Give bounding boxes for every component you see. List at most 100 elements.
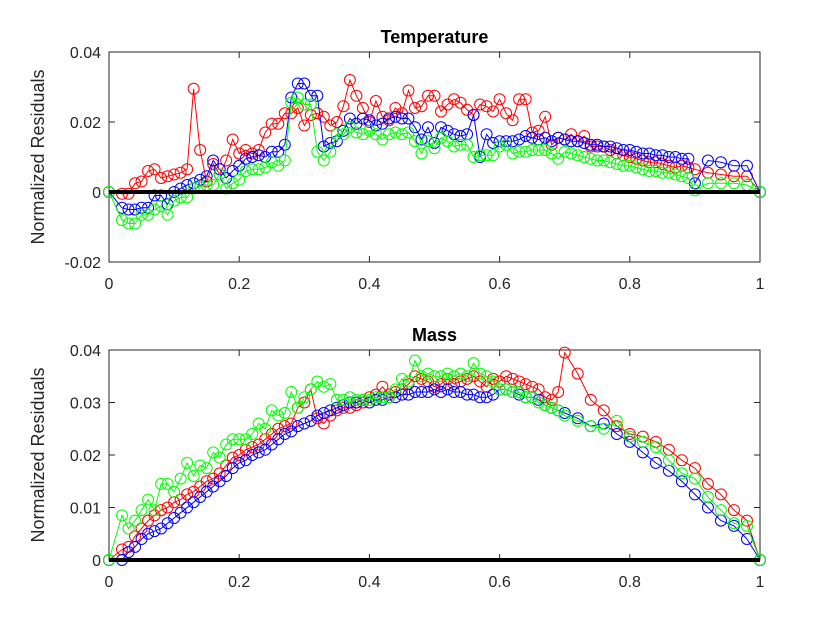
temperature-series-green-point [363,124,376,137]
mass-ytick-label: 0 [92,553,101,570]
temperature-series-green-point [532,144,545,156]
mass-series-green-point [532,396,545,409]
mass-series-blue-point [675,475,688,488]
temperature-series-green-point [395,128,408,141]
temperature-series-green-point [148,203,161,216]
mass-series-blue-point [402,388,415,401]
temperature-series-red-point [272,117,285,130]
mass-series-green-point [194,459,207,472]
mass-xtick-label: 1 [756,574,765,591]
mass-series-green-point [343,391,356,404]
temperature-series-green-point [389,126,402,139]
mass-series-green-point [740,519,753,532]
temperature-series-green-point [636,163,649,176]
temperature-series-red-point [226,133,239,146]
temperature-series-red-point [519,93,532,106]
temperature-series-red-point [656,158,669,170]
temperature-series-green-point [317,154,330,167]
mass-series-blue-point [513,388,526,401]
temperature-series-green-point [467,151,480,163]
temperature-series-red-point [369,95,382,107]
temperature-series-green-point [714,177,727,190]
mass-series-blue-point [448,386,461,398]
temperature-series-green-point [539,144,552,156]
temperature-series-blue-point [389,110,402,123]
temperature-series-red-point [421,89,434,102]
temperature-series-red-point [408,102,421,114]
temperature-series-red-point [649,156,662,169]
temperature-series-green-point [135,208,148,221]
mass-series-green-point [363,393,376,406]
temperature-series-blue-point [421,121,434,134]
mass-series-blue-point [246,449,259,461]
temperature-series-blue-point [597,140,610,153]
temperature-series-red-point [187,82,200,95]
temperature-series-red-point [129,177,142,190]
temperature-series-red-line [108,78,761,195]
temperature-series-blue-point [487,137,500,149]
mass-series-green-point [129,514,142,527]
temperature-series-red-point [539,110,552,123]
temperature-series-green-point [168,194,181,207]
temperature-series-blue-point [402,112,415,125]
mass-xtick-label: 0.2 [228,574,250,591]
mass-series-blue-point [220,470,233,482]
mass-series-blue-point [474,391,487,404]
mass-series-green-point [135,504,148,517]
mass-series-red-point [181,488,194,501]
mass-series-green-point [474,367,487,380]
temperature-series-blue-point [311,89,324,102]
mass-series-green-point [610,414,623,427]
mass-series-green-point [584,420,597,433]
mass-series-green-point [278,407,291,419]
temperature-series-green-point [604,156,617,169]
mass-series-green-point [213,451,226,464]
mass-series-green-line [108,359,761,561]
temperature-series-green-point [291,91,304,104]
temperature-series-green [103,91,766,230]
mass-series-blue-point [311,409,324,422]
temperature-series-green-point [356,128,369,141]
mass-series-blue-point [688,488,701,501]
mass-series-blue-point [558,407,571,419]
mass-series-blue-point [441,383,454,396]
temperature-series-red-point [714,168,727,181]
temperature-series-blue-point [675,152,688,165]
temperature-series-green-point [311,145,324,158]
mass-series-green-point [421,367,434,380]
temperature-series-green-point [415,147,428,160]
temperature-series-green-point [408,135,421,148]
temperature-series-red-point [506,114,519,127]
temperature-series-blue-point [506,135,519,148]
mass-series-green-point [259,422,272,435]
mass-xtick-label: 0.8 [619,574,641,591]
temperature-series-green-point [129,217,142,230]
temperature-series-blue-point [207,154,220,167]
mass-series-green-point [168,485,181,498]
mass-series-red-point [623,428,636,440]
temperature-ytick-label: 0.02 [70,115,101,132]
mass-series-green-point [649,441,662,454]
temperature-series-red-point [337,100,350,113]
temperature-series-red-point [636,154,649,167]
temperature-series-green-point [487,149,500,162]
temperature-axes-box [108,51,761,263]
temperature-xtick-label: 1 [756,276,765,293]
temperature-series-blue-point [200,170,213,183]
mass-series-green-point [662,454,675,467]
mass-series-blue-point [298,417,311,430]
mass-series-blue-point [428,383,441,396]
temperature-series-blue-point [304,89,317,102]
temperature-series-blue-line [108,83,761,210]
temperature-series-red-point [239,144,252,156]
temperature-series-blue-point [701,154,714,167]
temperature-series-red-point [265,117,278,130]
mass-series-red-point [213,467,226,480]
mass-series-red-point [701,477,714,490]
temperature-series-red-point [532,124,545,137]
mass-series-red-point [500,370,513,383]
temperature-series-blue-point [395,112,408,125]
mass-series-blue-point [142,527,155,540]
temperature-series-green-point [350,126,363,139]
mass-series-green-point [337,393,350,406]
